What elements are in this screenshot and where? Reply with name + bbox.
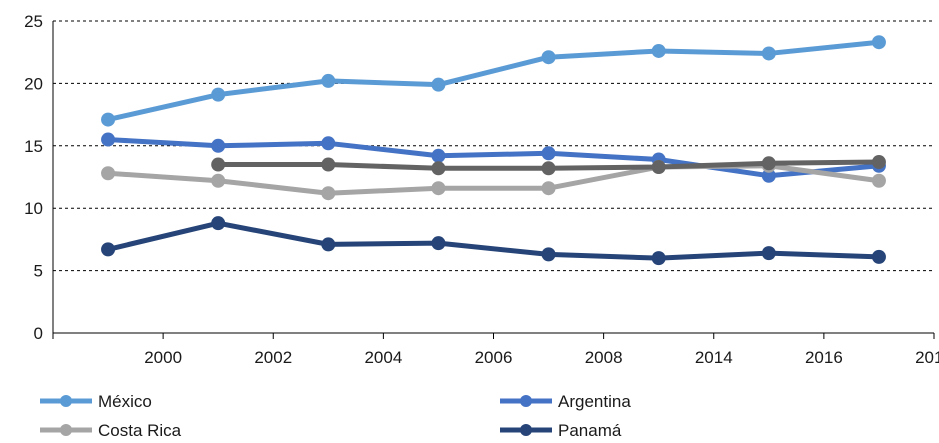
data-point (321, 73, 336, 88)
data-point (321, 186, 336, 201)
data-point (651, 251, 666, 266)
data-point (321, 157, 336, 172)
x-tick-label: 2002 (254, 348, 292, 367)
data-point (431, 77, 446, 92)
x-tick-label: 2016 (805, 348, 843, 367)
data-point (431, 148, 446, 163)
data-point (871, 173, 886, 188)
x-tick-label: 2000 (144, 348, 182, 367)
y-tick-label: 25 (24, 12, 43, 31)
series-group (101, 35, 886, 266)
data-point (101, 242, 116, 257)
legend-label: Argentina (558, 392, 631, 411)
y-tick-label: 20 (24, 74, 43, 93)
data-point (431, 236, 446, 251)
series-unlabeled-4 (211, 155, 886, 176)
series-m-xico (101, 35, 886, 127)
data-point (761, 46, 776, 61)
data-point (761, 168, 776, 183)
data-point (321, 136, 336, 151)
data-point (761, 156, 776, 171)
x-tick-label: 2006 (475, 348, 513, 367)
data-point (871, 155, 886, 170)
data-point (101, 112, 116, 127)
y-tick-label: 15 (24, 137, 43, 156)
data-point (541, 161, 556, 176)
data-point (541, 146, 556, 161)
legend-label: México (98, 392, 152, 411)
legend-label: Panamá (558, 421, 622, 438)
data-point (211, 138, 226, 153)
legend-item: Costa Rica (40, 421, 182, 440)
legend-label: Costa Rica (98, 421, 182, 438)
legend-item: Panamá (500, 421, 622, 440)
legend-swatch-marker (60, 424, 72, 436)
series-panam- (101, 216, 886, 266)
data-point (431, 161, 446, 176)
x-tick-label: 2018 (915, 348, 939, 367)
data-point (871, 249, 886, 264)
legend: México Argentina Costa Rica Panamá (40, 392, 631, 440)
data-point (211, 173, 226, 188)
legend-item: México (40, 392, 152, 411)
data-point (321, 237, 336, 252)
y-tick-label: 10 (24, 199, 43, 218)
y-tick-label: 5 (34, 262, 43, 281)
x-tick-label: 2014 (695, 348, 733, 367)
series-line (107, 220, 880, 261)
data-point (541, 50, 556, 65)
series-line (107, 39, 880, 123)
legend-swatch-marker (520, 424, 532, 436)
data-point (101, 132, 116, 147)
data-point (871, 35, 886, 50)
x-tick-label: 2004 (364, 348, 402, 367)
series-line (107, 137, 880, 179)
axes: 0 5 10 15 20 25 2000 2002 2004 2006 2008 2014 2016 20… (24, 12, 939, 367)
data-point (211, 87, 226, 102)
data-point (651, 43, 666, 58)
y-tick-label: 0 (34, 324, 43, 343)
data-point (101, 166, 116, 181)
data-point (541, 181, 556, 196)
x-tick-label: 2008 (585, 348, 623, 367)
data-point (211, 157, 226, 172)
data-point (541, 247, 556, 262)
legend-item: Argentina (500, 392, 631, 411)
data-point (211, 216, 226, 231)
legend-swatch-marker (520, 395, 532, 407)
legend-swatch-marker (60, 395, 72, 407)
data-point (651, 160, 666, 175)
data-point (761, 246, 776, 261)
data-point (431, 181, 446, 196)
